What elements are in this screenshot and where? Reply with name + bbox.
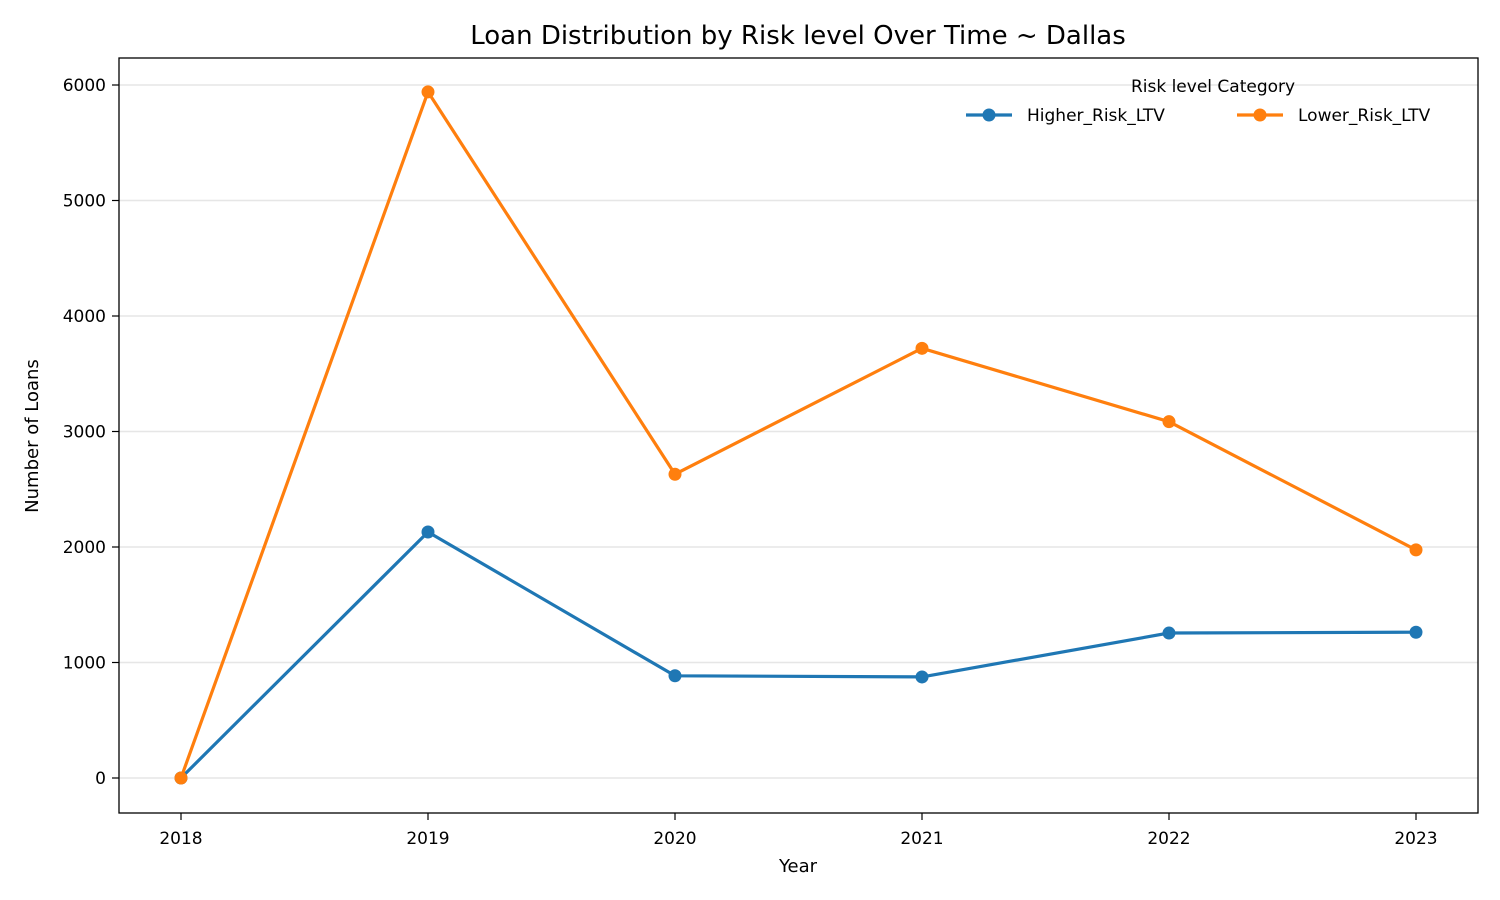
y-axis: 0 1000 2000 3000 4000 5000 6000 [63, 76, 119, 789]
legend-swatch-marker [1253, 108, 1267, 122]
x-tick-label: 2018 [159, 829, 202, 849]
y-tick-label: 4000 [63, 307, 106, 327]
legend: Risk level Category Higher_Risk_LTV Lower… [966, 77, 1431, 126]
plot-frame [118, 57, 1479, 814]
data-point-higher-risk-ltv [1162, 626, 1176, 640]
y-tick-label: 1000 [63, 654, 106, 674]
legend-label: Higher_Risk_LTV [1027, 106, 1165, 126]
data-point-lower-risk-ltv [915, 341, 929, 355]
x-axis-label: Year [778, 856, 818, 877]
series-line-lower-risk-ltv [179, 90, 1418, 780]
y-tick-label: 0 [95, 769, 106, 789]
y-tick-label: 3000 [63, 423, 106, 443]
series-higher-risk-ltv [174, 525, 1423, 785]
legend-swatch-marker [982, 108, 996, 122]
y-axis-label: Number of Loans [22, 359, 43, 513]
x-axis: 2018 2019 2020 2021 2022 2023 [159, 813, 1438, 849]
legend-title: Risk level Category [1131, 77, 1295, 97]
legend-label: Lower_Risk_LTV [1298, 106, 1431, 126]
data-point-lower-risk-ltv [668, 467, 682, 481]
y-tick-label: 2000 [63, 538, 106, 558]
legend-item-lower-risk-ltv: Lower_Risk_LTV [1237, 106, 1431, 126]
chart-title: Loan Distribution by Risk level Over Tim… [470, 21, 1126, 51]
data-point-lower-risk-ltv [1162, 415, 1176, 429]
x-tick-label: 2019 [406, 829, 449, 849]
legend-item-higher-risk-ltv: Higher_Risk_LTV [966, 106, 1165, 126]
x-tick-label: 2023 [1394, 829, 1437, 849]
series-lines [174, 85, 1423, 785]
data-point-higher-risk-ltv [668, 669, 682, 683]
y-tick-label: 6000 [63, 76, 106, 96]
data-point-lower-risk-ltv [1409, 543, 1423, 557]
data-point-higher-risk-ltv [1409, 625, 1423, 639]
data-point-lower-risk-ltv [174, 771, 188, 785]
grid-lines [119, 84, 1478, 779]
series-line-higher-risk-ltv [179, 530, 1418, 780]
legend-entries: Higher_Risk_LTV Lower_Risk_LTV [966, 106, 1431, 126]
x-tick-label: 2022 [1147, 829, 1190, 849]
data-point-higher-risk-ltv [915, 670, 929, 684]
y-tick-label: 5000 [63, 192, 106, 212]
series-lower-risk-ltv [174, 85, 1423, 785]
data-point-lower-risk-ltv [421, 85, 435, 99]
x-tick-label: 2021 [900, 829, 943, 849]
data-point-higher-risk-ltv [421, 525, 435, 539]
x-tick-label: 2020 [653, 829, 696, 849]
